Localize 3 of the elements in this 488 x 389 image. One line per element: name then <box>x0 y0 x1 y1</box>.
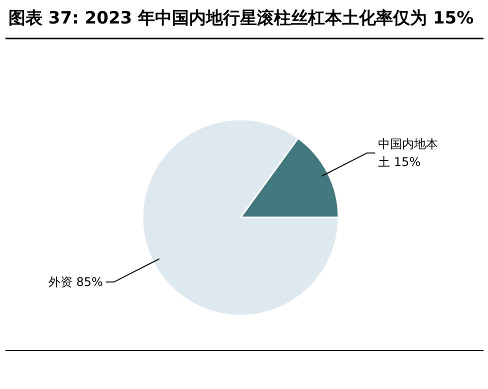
slice-label: 中国内地本土 15% <box>378 136 438 169</box>
chart-title: 图表 37: 2023 年中国内地行星滚柱丝杠本土化率仅为 15% <box>8 8 474 28</box>
slice-label: 外资 85% <box>48 275 103 290</box>
